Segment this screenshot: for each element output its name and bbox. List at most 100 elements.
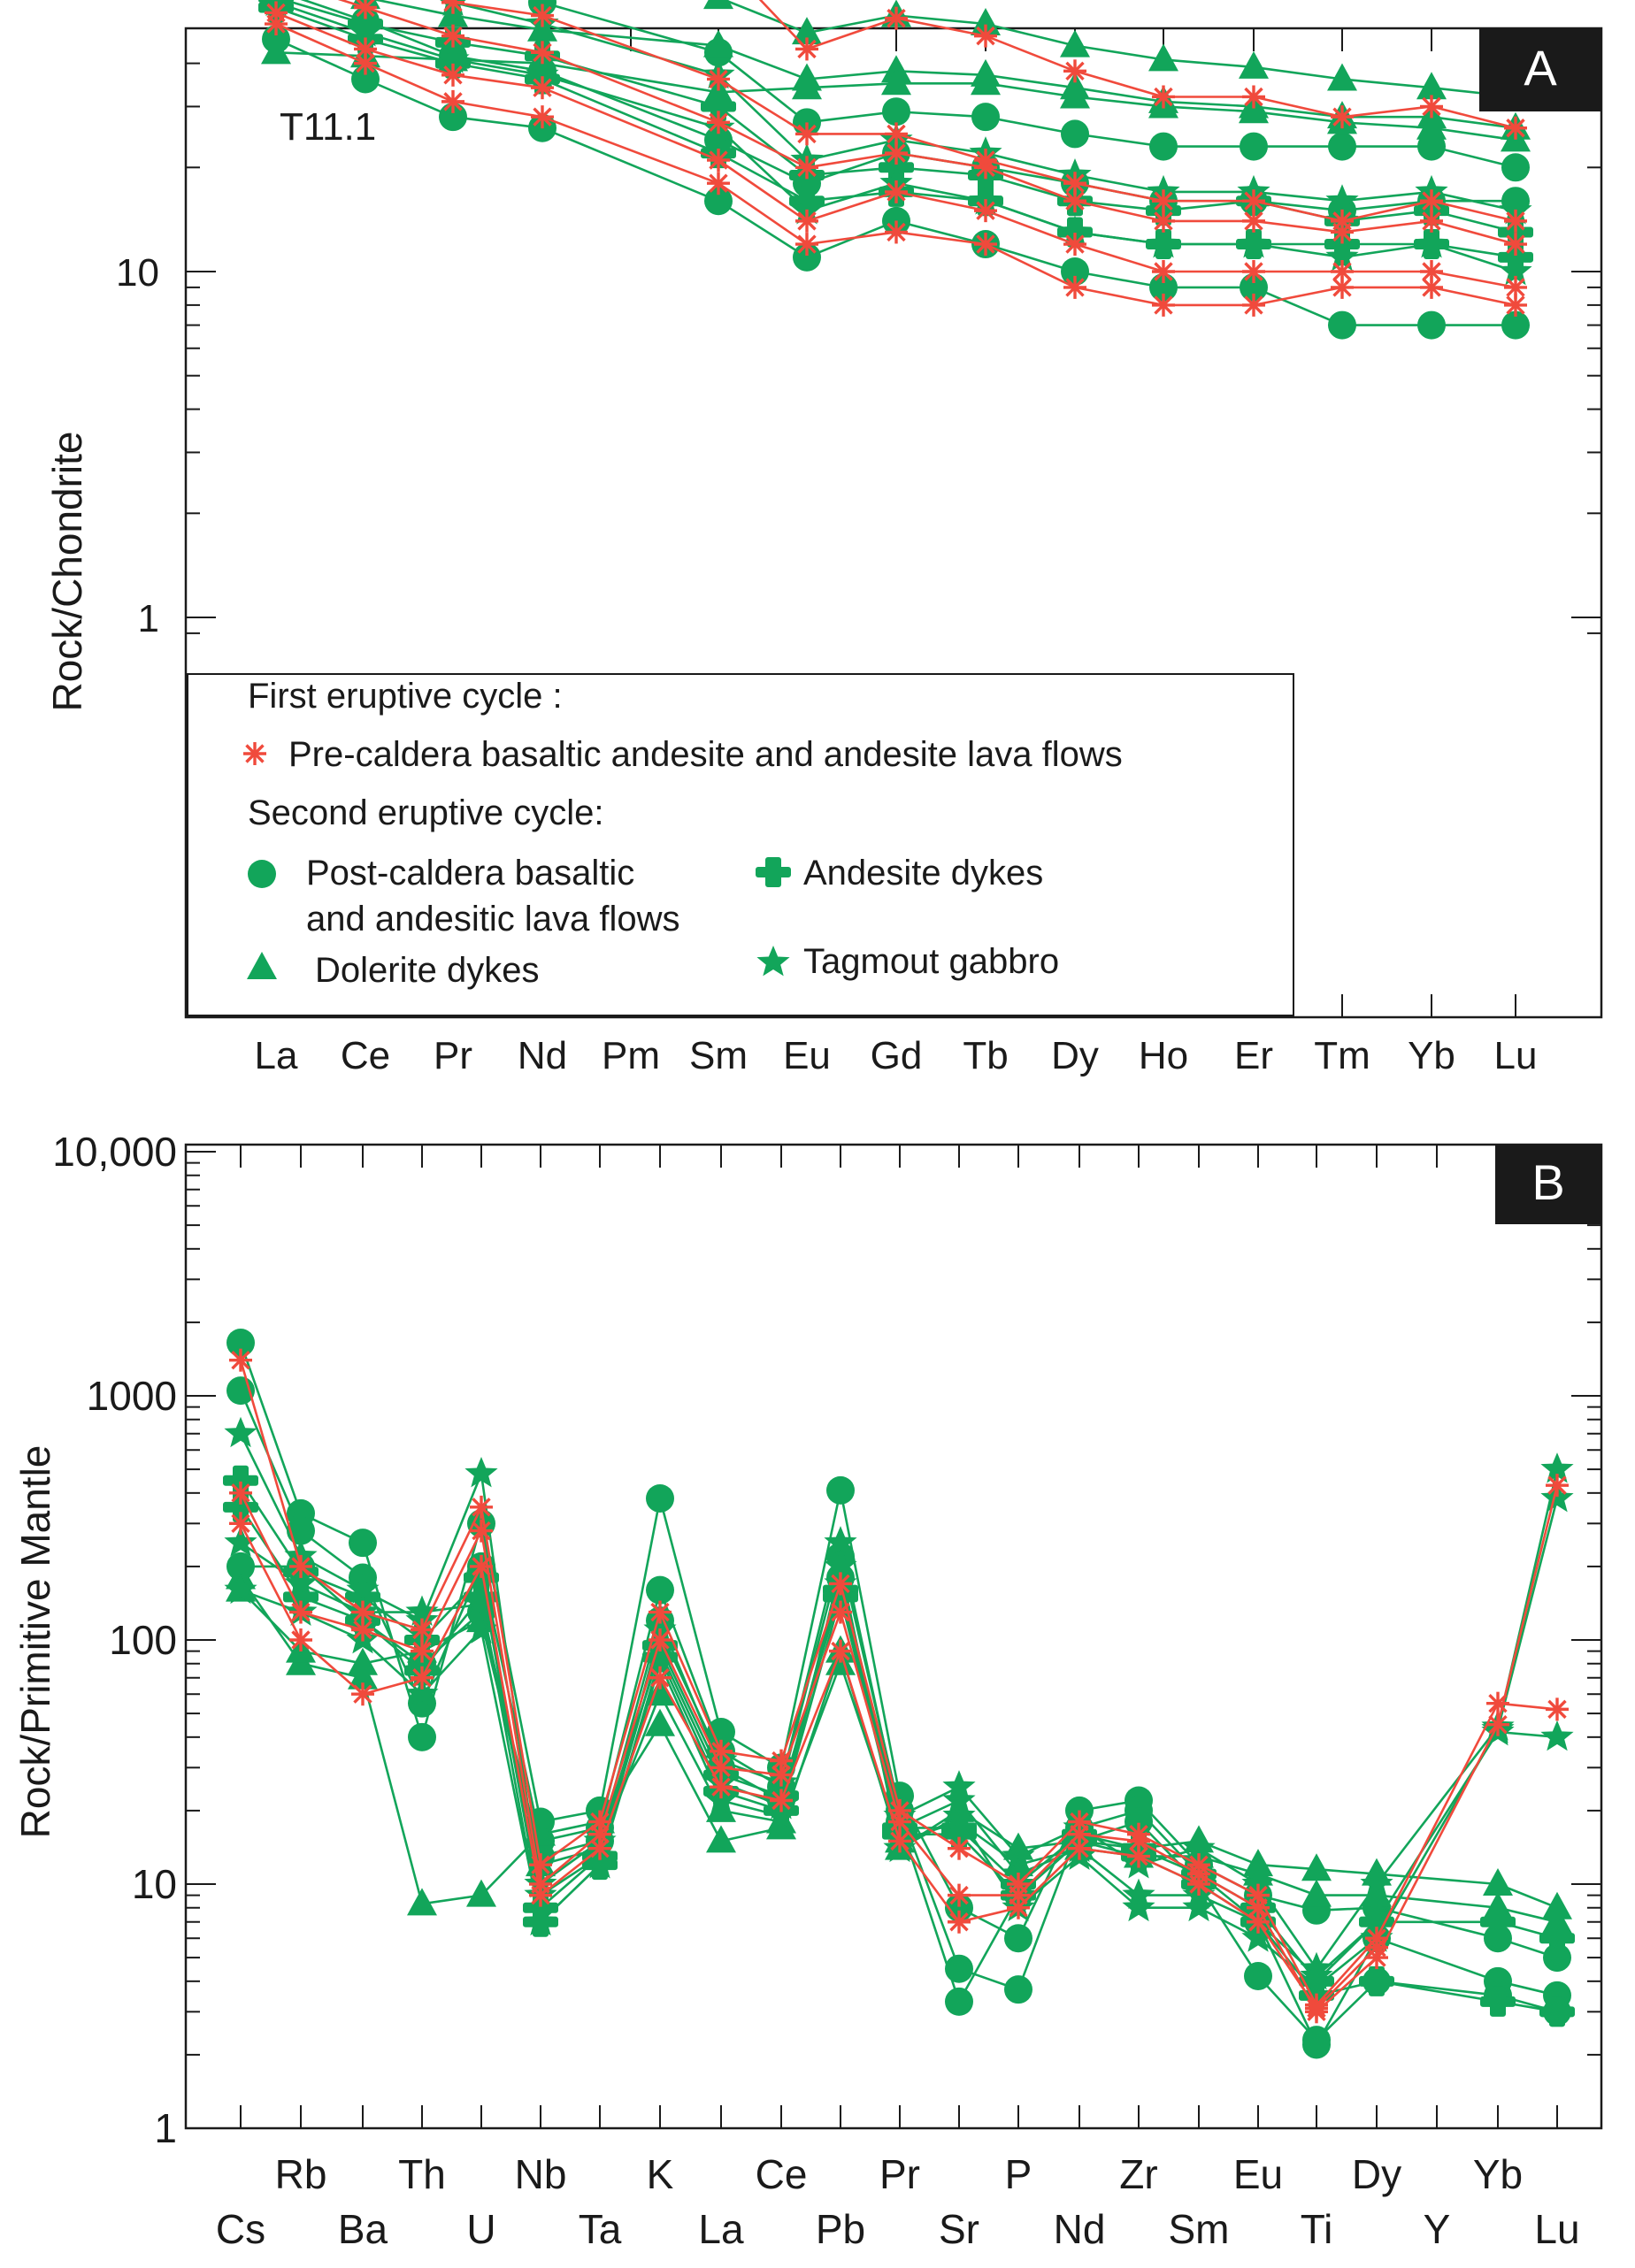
series-pre-caldera-3 (337, 0, 1529, 257)
y-tick-label: 10,000 (52, 1129, 177, 1175)
data-point-k (647, 1665, 673, 1691)
badge-b: B (1531, 1154, 1564, 1210)
legend-label-postcaldera-1: Post-caldera basaltic (306, 854, 634, 893)
data-point-ho (1150, 208, 1177, 234)
x-tick-label-cs: Cs (216, 2206, 265, 2252)
data-point-ce (768, 1787, 794, 1814)
data-point-cs (227, 1510, 254, 1537)
sample-annotation-t11: T11.1 (280, 105, 376, 149)
series-line (239, 1484, 1559, 2013)
data-point-tb (972, 22, 999, 50)
data-point-sr (946, 1909, 972, 1935)
x-tick-label-u: U (466, 2206, 495, 2252)
series-line (275, 38, 1516, 326)
data-point-lu (1539, 1923, 1575, 1954)
data-point-la (708, 1774, 734, 1800)
data-point-er (1240, 258, 1267, 285)
data-point-nb (527, 1881, 554, 1909)
data-point-ho (1150, 292, 1177, 318)
data-point-cs (227, 1346, 254, 1374)
x-tick-label-pr: Pr (879, 2151, 920, 2197)
data-point-tm (1328, 310, 1356, 340)
data-point-ba (349, 1529, 377, 1558)
data-point-er (1240, 188, 1267, 214)
data-point-gd (883, 140, 910, 166)
series-line (275, 1, 1516, 273)
data-point-yb (1483, 1868, 1513, 1896)
data-point-er (1240, 292, 1267, 318)
x-tick-label-pr: Pr (434, 1034, 472, 1077)
data-point-lu (1502, 115, 1529, 142)
data-point-er (1240, 132, 1268, 161)
data-point-eu (1245, 1909, 1271, 1935)
data-point-ta (587, 1835, 613, 1862)
data-point-dy (1062, 57, 1088, 85)
x-tick-label-yb: Yb (1408, 1034, 1455, 1077)
data-point-pr (440, 22, 466, 50)
x-tick-label-pb: Pb (816, 2206, 865, 2252)
x-tick-label-la: La (698, 2206, 744, 2252)
series-post-caldera-1 (528, 0, 1530, 182)
x-tick-label-ta: Ta (579, 2206, 622, 2252)
data-point-tb (972, 154, 999, 180)
x-tick-label-gd: Gd (871, 1034, 923, 1077)
data-point-gd (883, 218, 910, 246)
x-tick-label-nb: Nb (515, 2151, 567, 2197)
data-point-pb (827, 1598, 854, 1626)
x-tick-label-th: Th (398, 2151, 446, 2197)
data-point-nd (529, 74, 556, 101)
data-point-dy (1062, 231, 1088, 257)
series-t11-1 (758, 0, 1529, 142)
x-tick-label-lu: Lu (1534, 2206, 1579, 2252)
data-point-tb (971, 103, 1000, 132)
data-point-ho (1150, 188, 1177, 214)
data-point-sm (705, 170, 732, 196)
data-point-yb (1418, 188, 1445, 214)
data-point-p (1004, 1924, 1032, 1953)
series-line (372, 0, 1516, 129)
data-point-pr (887, 1827, 913, 1855)
plot-frame-b (184, 1143, 1603, 2130)
series-line (441, 0, 1516, 223)
legend-label-precaldera: Pre-caldera basaltic andesite and andesi… (288, 735, 1123, 774)
data-point-dy (1062, 274, 1088, 301)
series-line (758, 0, 1516, 129)
series-pre-caldera-2 (227, 1472, 1570, 2026)
data-point-tm (1328, 132, 1356, 161)
badge-a-bg (1479, 28, 1601, 111)
x-tick-labels-a: La Ce Pr Nd Pm Sm Eu Gd Tb Dy Ho Er Tm Yb Lu (255, 1034, 1538, 1077)
data-point-eu (794, 35, 820, 63)
data-point-pr (440, 62, 466, 88)
y-tick-label: 10 (132, 1861, 177, 1907)
series-dolerite-1 (703, 0, 1531, 109)
series-line (240, 1542, 1558, 1978)
legend-label-tagmout-gabbro: Tagmout gabbro (803, 942, 1059, 981)
data-point-ti (1301, 1879, 1332, 1907)
data-point-pb (827, 1570, 854, 1598)
data-point-yb (1418, 93, 1445, 120)
data-point-nd (529, 39, 556, 66)
data-point-eu (794, 208, 820, 234)
data-point-tb (972, 197, 999, 224)
y-tick-label: 100 (109, 1617, 177, 1663)
legend-label-postcaldera-2: and andesitic lava flows (306, 900, 679, 939)
data-point-ce (352, 50, 379, 77)
series-pre-caldera-2 (440, 0, 1529, 234)
data-point-ba (349, 1681, 376, 1707)
legend-box (187, 673, 1294, 1016)
data-point-yb (1417, 310, 1446, 340)
y-axis-title-a: Rock/Chondrite (44, 431, 90, 711)
data-point-gd (882, 97, 910, 126)
data-point-eu (794, 231, 820, 257)
data-point-dy (1062, 188, 1088, 214)
data-point-yb (1485, 1712, 1511, 1738)
data-point-pb (827, 1637, 854, 1665)
x-tick-label-ce: Ce (341, 1034, 390, 1077)
data-point-eu (794, 154, 820, 180)
data-point-p (1004, 1975, 1032, 2004)
badge-a: A (1524, 40, 1557, 96)
data-point-la (263, 11, 289, 37)
x-tick-label-rb: Rb (275, 2151, 327, 2197)
data-point-er (1240, 83, 1267, 111)
